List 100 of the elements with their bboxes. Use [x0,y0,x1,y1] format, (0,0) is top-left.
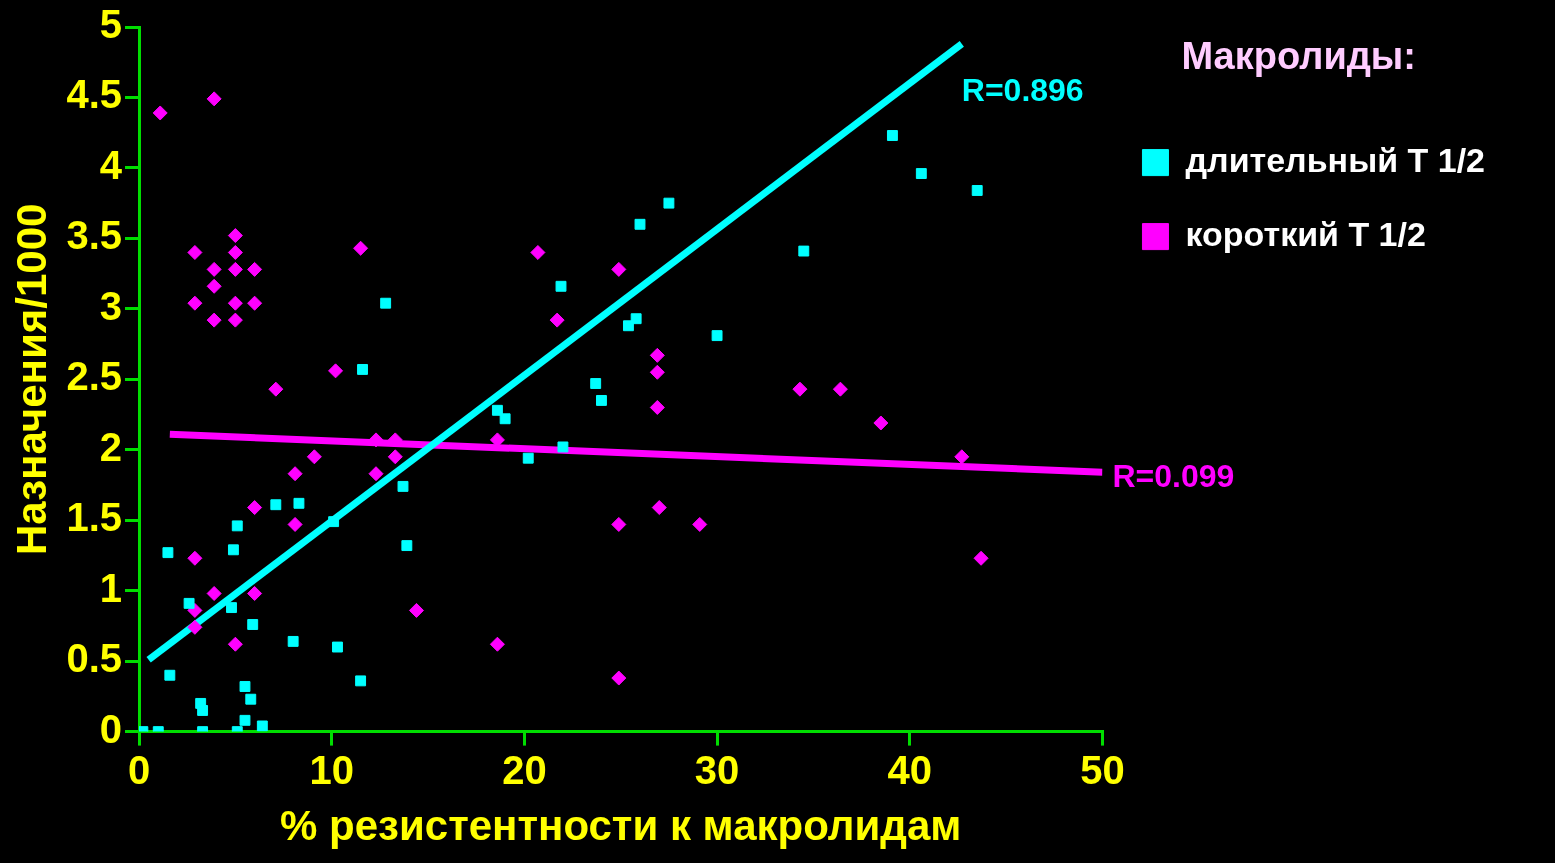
point [555,280,567,292]
y-tick-label: 0.5 [66,636,123,681]
point [355,675,367,687]
point [634,218,646,230]
point [164,669,176,681]
point [499,413,511,425]
point [649,399,665,415]
point [549,312,565,328]
point [206,312,222,328]
point [798,245,810,257]
point [187,295,203,311]
point [557,441,569,453]
y-tick-label: 2 [99,424,123,469]
point [306,449,322,465]
point [408,602,424,618]
point [611,516,627,532]
point [206,91,222,107]
x-tick-label: 30 [694,747,740,792]
point [651,500,667,516]
point [971,185,983,196]
point [187,244,203,260]
point [206,261,222,277]
legend-label: короткий Т 1/2 [1185,214,1426,253]
x-tick-label: 50 [1080,747,1125,792]
point [287,466,303,482]
x-tick-label: 10 [309,747,354,792]
y-tick-label: 0 [99,706,123,751]
legend-label: длительный Т 1/2 [1185,140,1485,179]
point [247,619,259,630]
x-axis-title: % резистентности к макролидам [280,802,962,850]
point [649,347,665,363]
point [873,415,889,431]
point [183,597,195,609]
point [231,520,243,532]
y-tick-label: 1 [99,565,123,610]
point [596,394,607,406]
point [270,499,282,511]
y-tick-label: 4 [99,142,123,187]
point [247,586,263,601]
point [954,449,970,465]
point [530,244,546,260]
point [397,480,409,492]
point [187,619,203,635]
point [256,720,268,732]
x-tick-label: 0 [127,747,151,792]
point [197,705,209,716]
y-tick-label: 5 [99,2,123,47]
point [357,363,368,375]
point [187,550,203,566]
y-axis-title: Назначения/1000 [7,203,55,555]
point [239,714,251,726]
point [663,197,675,209]
point [387,449,403,465]
point [611,670,627,686]
point [239,681,251,692]
point [227,261,243,277]
point [226,602,237,614]
point [711,330,723,342]
point [227,228,243,244]
point [649,364,665,380]
point [328,363,344,379]
point [152,105,168,121]
point [332,641,343,653]
point [247,295,263,311]
point [401,540,413,552]
point [692,516,708,532]
point [227,312,243,328]
point [832,381,848,397]
point [287,516,303,532]
point [227,544,239,556]
point [590,378,602,389]
y-tick-label: 3.5 [66,213,123,258]
y-tick-label: 1.5 [66,495,123,540]
point [293,497,305,509]
point [489,636,505,652]
point [227,636,243,652]
point [886,130,898,141]
point [611,261,627,277]
point [973,550,989,566]
legend-title: Макролиды: [1181,35,1416,78]
y-tick-label: 3 [99,283,123,328]
y-tick-label: 2.5 [66,354,123,399]
point [522,452,534,464]
point [328,516,340,528]
point [380,297,392,309]
y-tick-label: 4.5 [66,72,123,117]
point [247,261,263,277]
point [792,381,808,397]
point [622,320,634,332]
x-tick-label: 20 [502,747,547,792]
point [368,466,384,482]
point [915,168,927,180]
point [227,295,243,311]
point [206,586,222,601]
point [162,547,174,559]
point [491,404,503,416]
point [206,278,222,294]
point [227,244,243,260]
x-tick-label: 40 [887,747,933,792]
point [268,381,284,397]
